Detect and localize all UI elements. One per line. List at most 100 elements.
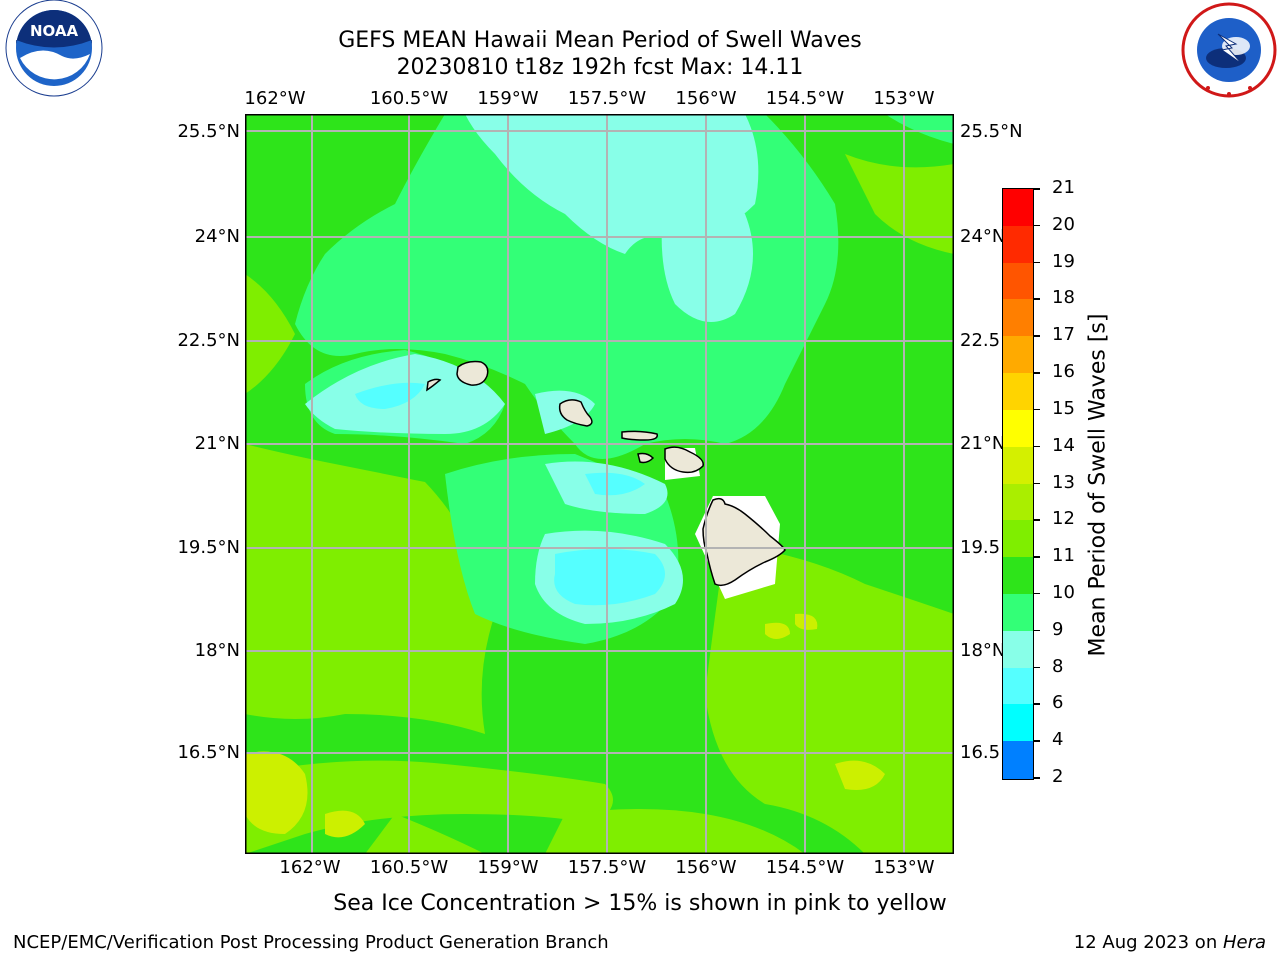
footer-left: NCEP/EMC/Verification Post Processing Pr… <box>13 932 609 953</box>
colorbar-tick-mark <box>1034 261 1040 264</box>
colorbar-bands <box>1003 189 1033 779</box>
colorbar-tick-label: 14 <box>1052 434 1075 456</box>
colorbar-tick-label: 9 <box>1052 618 1064 640</box>
lon-label-bottom: 153°W <box>873 857 935 878</box>
colorbar-tick-label: 8 <box>1052 655 1064 677</box>
colorbar-tick-label: 2 <box>1052 766 1064 787</box>
colorbar-band <box>1003 409 1033 448</box>
lon-label-bottom: 154.5°W <box>765 857 845 878</box>
lat-label-right: 22.5 <box>960 330 1001 351</box>
colorbar-ticks: 21 20 19 18 17 16 15 14 13 12 11 10 9 8 6 4 2 <box>1034 177 1094 787</box>
sea-ice-note: Sea Ice Concentration > 15% is shown in … <box>333 891 947 916</box>
colorbar-band <box>1003 520 1033 558</box>
left-lat-labels: 25.5°N 24°N 22.5°N 21°N 19.5°N 18°N 16.5… <box>150 114 240 854</box>
colorbar-tick-label: 13 <box>1052 471 1075 493</box>
lon-label-top: 157.5°W <box>567 88 647 109</box>
colorbar-tick-label: 16 <box>1052 361 1075 383</box>
colorbar-band <box>1003 667 1033 705</box>
period-band-8-9 <box>355 382 665 606</box>
colorbar-tick-label: 20 <box>1052 213 1075 235</box>
colorbar-band <box>1003 704 1033 742</box>
lat-label-left: 16.5°N <box>177 742 240 763</box>
colorbar-tick-mark <box>1034 372 1040 374</box>
colorbar-tick-mark <box>1034 592 1040 595</box>
lon-label-bottom: 156°W <box>675 857 737 878</box>
island-oahu <box>558 399 593 427</box>
colorbar-tick-mark <box>1034 666 1040 669</box>
lat-label-right: 16.5 <box>960 742 1001 763</box>
lat-label-right: 19.5 <box>960 537 1001 558</box>
nws-logo <box>1178 0 1280 102</box>
island-lanai <box>637 452 655 464</box>
graticule <box>245 114 954 854</box>
colorbar-tick-mark <box>1034 188 1040 190</box>
bottom-lon-labels: 162°W 160.5°W 159°W 157.5°W 156°W 154.5°… <box>245 857 955 881</box>
colorbar <box>1002 188 1034 780</box>
colorbar-tick-label: 21 <box>1052 177 1075 198</box>
colorbar-band <box>1003 593 1033 632</box>
lon-label-bottom: 157.5°W <box>567 857 647 878</box>
colorbar-tick-label: 4 <box>1052 729 1064 751</box>
colorbar-tick-mark <box>1034 740 1040 742</box>
period-band-13-14 <box>245 613 885 838</box>
colorbar-tick-mark <box>1034 482 1040 484</box>
lat-label-right: 21°N <box>960 433 1006 454</box>
lon-label-top: 160.5°W <box>369 88 449 109</box>
colorbar-tick-mark <box>1034 629 1040 632</box>
island-niihau <box>426 378 442 392</box>
colorbar-band <box>1003 557 1033 595</box>
colorbar-label: Mean Period of Swell Waves [s] <box>1085 313 1111 657</box>
title-line-2: 20230810 t18z 192h fcst Max: 14.11 <box>396 55 804 80</box>
colorbar-tick-mark <box>1034 519 1040 521</box>
noaa-logo: NOAA <box>2 0 106 104</box>
footer-date: 12 Aug 2023 on <box>1073 932 1223 953</box>
map-frame <box>245 114 954 854</box>
lat-label-right: 24°N <box>960 226 1006 247</box>
lon-label-bottom: 159°W <box>477 857 539 878</box>
colorbar-tick-label: 11 <box>1052 545 1075 567</box>
islands <box>426 360 786 587</box>
lon-label-top: 153°W <box>873 88 935 109</box>
colorbar-band <box>1003 446 1033 484</box>
colorbar-tick-mark <box>1034 556 1040 558</box>
lat-label-right: 25.5°N <box>960 121 1023 142</box>
lat-label-left: 18°N <box>194 640 240 661</box>
lon-label-top: 156°W <box>675 88 737 109</box>
colorbar-band <box>1003 373 1033 411</box>
colorbar-tick-label: 10 <box>1052 581 1075 603</box>
colorbar-band <box>1003 262 1033 300</box>
colorbar-tick-mark <box>1034 445 1040 448</box>
colorbar-tick-mark <box>1034 703 1040 705</box>
colorbar-band <box>1003 189 1033 227</box>
colorbar-tick-label: 15 <box>1052 397 1075 419</box>
colorbar-tick-label: 12 <box>1052 508 1075 530</box>
colorbar-band <box>1003 741 1033 779</box>
lat-label-left: 21°N <box>194 433 240 454</box>
island-kauai <box>456 360 489 386</box>
colorbar-tick-mark <box>1034 298 1040 300</box>
colorbar-tick-label: 17 <box>1052 324 1075 346</box>
colorbar-band <box>1003 483 1033 521</box>
colorbar-band <box>1003 299 1033 337</box>
lon-label-top: 162°W <box>244 88 306 109</box>
swell-period-map <box>245 114 954 854</box>
lat-label-left: 22.5°N <box>177 330 240 351</box>
lon-label-top: 159°W <box>477 88 539 109</box>
noaa-logo-text: NOAA <box>30 22 79 40</box>
colorbar-tick-mark <box>1034 224 1040 227</box>
lat-label-left: 25.5°N <box>177 121 240 142</box>
period-band-12-13 <box>245 154 954 854</box>
colorbar-tick-mark <box>1034 335 1040 337</box>
colorbar-tick-label: 6 <box>1052 692 1064 714</box>
map-panel <box>245 114 954 854</box>
colorbar-tick-mark <box>1034 408 1040 411</box>
lat-label-left: 24°N <box>194 226 240 247</box>
top-lon-labels: 162°W 160.5°W 159°W 157.5°W 156°W 154.5°… <box>244 88 955 112</box>
colorbar-band <box>1003 630 1033 669</box>
colorbar-tick-label: 19 <box>1052 250 1075 272</box>
lat-label-right: 18°N <box>960 640 1006 661</box>
lat-label-left: 19.5°N <box>177 537 240 558</box>
colorbar-tick-label: 18 <box>1052 287 1075 309</box>
colorbar-tick-mark <box>1034 777 1040 779</box>
title-line-1: GEFS MEAN Hawaii Mean Period of Swell Wa… <box>338 28 862 53</box>
